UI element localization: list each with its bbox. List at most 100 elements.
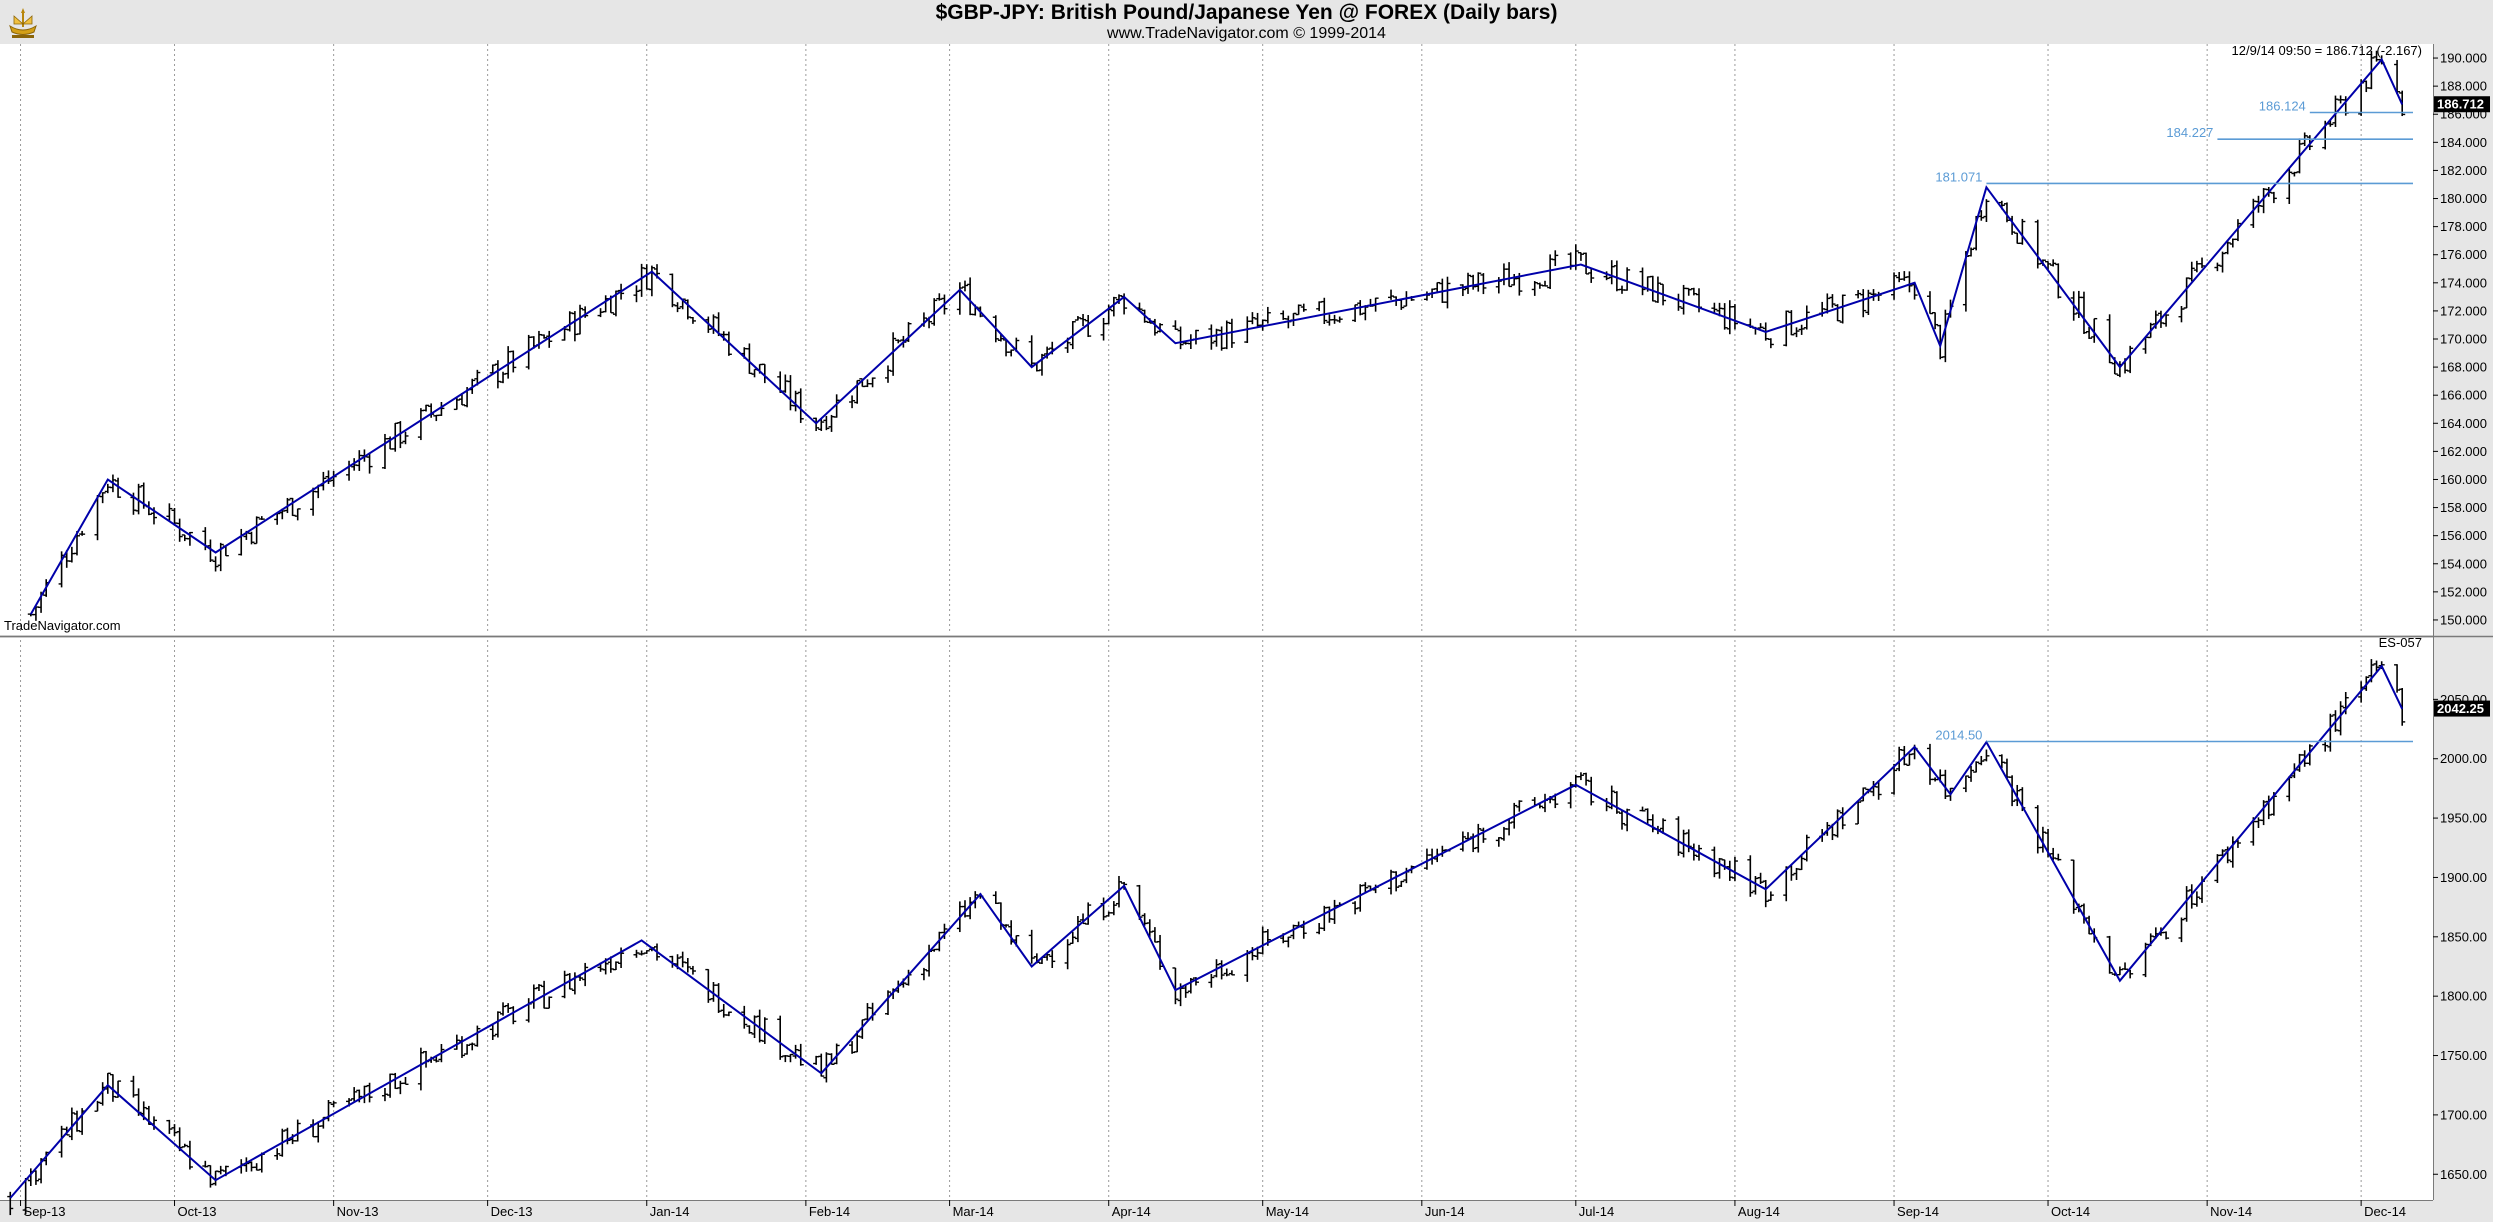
top-y-tick-label: 178.000	[2440, 219, 2487, 234]
bottom-price-bar	[833, 1043, 840, 1065]
bottom-price-bar	[1495, 837, 1502, 847]
top-y-tick-label: 168.000	[2440, 360, 2487, 375]
bottom-price-bar	[1187, 977, 1194, 994]
bottom-price-bar	[1516, 800, 1523, 812]
bottom-price-bar	[792, 1044, 799, 1059]
top-price-bar	[2178, 305, 2185, 323]
bottom-price-bar	[1962, 775, 1969, 793]
top-price-bar	[1295, 304, 1302, 316]
chart-subtitle: www.TradeNavigator.com © 1999-2014	[1107, 25, 1386, 42]
top-y-tick-label: 190.000	[2440, 51, 2487, 66]
bottom-instrument-label: ES-057	[2379, 635, 2422, 650]
top-y-tick-label: 164.000	[2440, 416, 2487, 431]
top-price-bar	[1008, 349, 1015, 357]
top-price-bar	[1731, 304, 1738, 330]
bottom-price-bar	[1480, 827, 1487, 843]
top-level-label: 184.227	[2166, 125, 2213, 140]
bottom-price-bar	[166, 1119, 173, 1134]
top-price-bar	[1172, 320, 1179, 330]
top-y-tick-label: 152.000	[2440, 584, 2487, 599]
bottom-price-bar	[1506, 818, 1513, 836]
bottom-price-bar	[612, 961, 619, 971]
top-price-bar	[2368, 50, 2375, 90]
top-price-bar	[2234, 219, 2241, 242]
top-price-bar	[1757, 323, 1764, 329]
bottom-price-bar	[1978, 755, 1985, 766]
top-price-bar	[1085, 314, 1092, 338]
top-price-bar	[849, 395, 856, 409]
bottom-price-bar	[1398, 880, 1405, 888]
bottom-y-tick-label: 1700.00	[2440, 1107, 2487, 1122]
bottom-last-price-tag: 2042.25	[2434, 700, 2490, 717]
bottom-price-bar	[638, 950, 645, 956]
bottom-price-bar	[1891, 763, 1898, 795]
bottom-price-bar	[2009, 775, 2016, 807]
bottom-price-bar	[489, 1024, 496, 1041]
top-price-bar	[1690, 287, 1697, 296]
x-tick-label: Mar-14	[953, 1204, 994, 1219]
bottom-price-bar	[474, 1025, 481, 1047]
top-price-bar	[931, 298, 938, 326]
bottom-price-bar	[1875, 780, 1882, 800]
top-y-tick-label: 184.000	[2440, 135, 2487, 150]
bottom-price-bar	[1049, 950, 1056, 968]
bottom-price-bar	[2306, 744, 2313, 766]
top-price-bar	[115, 477, 122, 498]
bottom-price-bar	[1798, 855, 1805, 871]
bottom-price-bar	[381, 1087, 388, 1102]
top-price-bar	[2332, 95, 2339, 128]
bottom-y-tick-label: 1850.00	[2440, 929, 2487, 944]
top-price-bar	[217, 542, 224, 572]
x-tick-label: Apr-14	[1112, 1204, 1151, 1219]
top-price-bar	[2055, 263, 2062, 299]
bottom-price-bar	[294, 1119, 301, 1142]
top-price-bar	[1824, 293, 1831, 314]
top-price-bar	[1906, 271, 1913, 293]
top-price-bar	[207, 539, 214, 562]
x-tick-label: Jun-14	[1425, 1204, 1465, 1219]
top-price-bar	[869, 377, 876, 388]
top-price-bar	[402, 431, 409, 445]
x-tick-label: Sep-14	[1897, 1204, 1939, 1219]
top-price-bar	[2219, 251, 2226, 273]
bottom-price-bar	[469, 1042, 476, 1051]
bottom-price-bar	[1228, 970, 1235, 976]
top-price-bar	[1891, 272, 1898, 300]
top-price-bar	[1331, 314, 1338, 324]
bottom-price-bar	[2106, 935, 2113, 974]
top-y-tick-label: 188.000	[2440, 79, 2487, 94]
top-price-bar	[1649, 275, 1656, 302]
bottom-price-bar	[202, 1160, 209, 1168]
bottom-price-bar	[1675, 816, 1682, 856]
top-price-bar	[366, 453, 373, 474]
top-price-bar	[674, 302, 681, 313]
x-tick-label: Feb-14	[809, 1204, 850, 1219]
bottom-price-bar	[186, 1140, 193, 1170]
bottom-price-bar	[633, 949, 640, 958]
bottom-price-bar	[402, 1076, 409, 1086]
bottom-price-bar	[2178, 917, 2185, 943]
bottom-price-bar	[2039, 826, 2046, 853]
x-tick-label: Dec-14	[2364, 1204, 2406, 1219]
top-price-bar	[1110, 296, 1117, 317]
top-price-bar	[2003, 202, 2010, 223]
top-price-bar	[1459, 284, 1466, 297]
top-price-bar	[2286, 168, 2293, 204]
bottom-price-bar	[1064, 939, 1071, 970]
top-price-bar	[1865, 289, 1872, 315]
bottom-price-bar	[2337, 701, 2344, 736]
bottom-price-bar	[725, 1011, 732, 1017]
top-price-bar	[1983, 199, 1990, 222]
top-y-tick-label: 166.000	[2440, 388, 2487, 403]
top-price-bar	[1767, 338, 1774, 349]
bottom-price-bar	[1157, 934, 1164, 970]
bottom-level-label: 2014.50	[1935, 728, 1982, 743]
x-tick-label: Oct-14	[2051, 1204, 2090, 1219]
top-y-tick-label: 150.000	[2440, 612, 2487, 627]
bottom-price-bar	[1475, 823, 1482, 853]
top-price-bar	[582, 306, 589, 318]
x-tick-label: Oct-13	[178, 1204, 217, 1219]
x-tick-label: Sep-13	[24, 1204, 66, 1219]
bottom-price-bar	[417, 1047, 424, 1091]
top-price-bar	[1080, 313, 1087, 327]
